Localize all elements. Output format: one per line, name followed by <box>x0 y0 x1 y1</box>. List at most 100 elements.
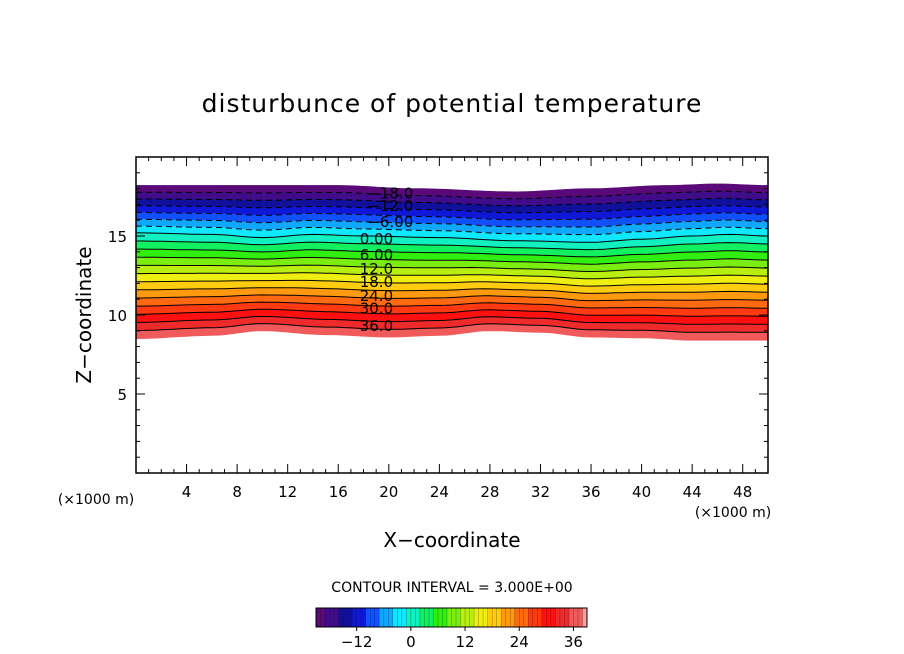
contour-line <box>135 323 769 333</box>
colorbar-cell <box>568 608 574 627</box>
axis-ticks <box>136 157 768 473</box>
colorbar-cell <box>474 608 479 627</box>
colorbar <box>315 608 588 627</box>
x-tick-label: 36 <box>581 483 600 501</box>
x-tick-label: 28 <box>480 483 499 501</box>
colorbar-cell <box>388 608 394 627</box>
colorbar-cell <box>456 608 461 627</box>
contour-line <box>136 272 769 280</box>
colorbar-cell <box>374 608 380 627</box>
colorbar-cell <box>537 608 543 627</box>
colorbar-cell <box>379 608 385 627</box>
colorbar-cell <box>325 608 330 627</box>
colorbar-cell <box>577 608 583 627</box>
colorbar-cell <box>428 608 434 627</box>
contour-line <box>136 287 769 294</box>
colorbar-cell <box>356 608 362 627</box>
colorbar-cell <box>442 608 448 627</box>
contour-line <box>136 301 768 309</box>
contour-line <box>136 294 769 302</box>
colorbar-cell <box>582 608 588 627</box>
colorbar-cell <box>410 608 416 627</box>
y-axis-unit: (×1000 m) <box>58 492 134 508</box>
x-tick-label: 24 <box>430 483 449 501</box>
colorbar-cell <box>546 608 552 627</box>
colorbar-cell <box>573 608 579 627</box>
colorbar-cell <box>501 608 506 627</box>
y-tick-labels: 5 10 15 <box>108 228 127 404</box>
contour-label-layer: −18.0−12.0−6.000.006.0012.018.024.030.03… <box>360 184 414 335</box>
colorbar-cell <box>550 608 556 627</box>
x-tick-label: 12 <box>278 483 297 501</box>
colorbar-cell <box>469 608 475 627</box>
contour-line <box>136 279 768 287</box>
colorbar-cell <box>415 608 421 627</box>
colorbar-cell <box>419 608 425 627</box>
x-axis-label: X−coordinate <box>383 528 520 552</box>
contour-line <box>135 232 769 243</box>
colorbar-cell <box>451 608 457 627</box>
y-axis-label: Z−coordinate <box>72 246 96 383</box>
contour-line <box>136 316 768 325</box>
x-tick-label: 4 <box>182 483 192 501</box>
contour-line <box>136 218 769 228</box>
contour-line <box>136 240 769 251</box>
chart-title: disturbunce of potential temperature <box>202 89 703 118</box>
contour-line-layer <box>135 190 769 333</box>
colorbar-cell <box>361 608 366 627</box>
colorbar-cell <box>523 608 529 627</box>
contour-label: 30.0 <box>360 300 393 318</box>
colorbar-cell <box>487 608 493 627</box>
contour-label: 36.0 <box>360 317 393 335</box>
contour-label: 0.00 <box>360 230 393 248</box>
x-tick-label: 40 <box>632 483 651 501</box>
x-tick-label: 16 <box>329 483 348 501</box>
colorbar-cell <box>437 608 443 627</box>
colorbar-cell <box>564 608 570 627</box>
x-tick-label: 32 <box>531 483 550 501</box>
colorbar-cell <box>397 608 403 627</box>
colorbar-cell <box>555 608 561 627</box>
colorbar-tick-labels: −12 0 12 24 36 <box>341 633 583 651</box>
contour-line <box>136 212 769 221</box>
colorbar-cell <box>401 608 407 627</box>
contour-label: −6.00 <box>367 213 413 231</box>
y-tick-label: 5 <box>117 386 127 404</box>
colorbar-cell <box>519 608 525 627</box>
colorbar-cell <box>343 608 348 627</box>
colorbar-cell <box>370 608 376 627</box>
colorbar-cell <box>334 608 339 627</box>
x-tick-label: 48 <box>733 483 752 501</box>
x-tick-label: 20 <box>379 483 398 501</box>
contour-line <box>135 308 768 317</box>
contour-line <box>136 190 769 200</box>
contour-label: 18.0 <box>360 273 393 291</box>
colorbar-cell <box>510 608 516 627</box>
colorbar-tick-label: 24 <box>510 633 529 651</box>
x-axis-unit: (×1000 m) <box>695 505 771 521</box>
colorbar-cell <box>514 608 520 627</box>
colorbar-cell <box>392 608 398 627</box>
colorbar-cell <box>528 608 534 627</box>
colorbar-cell <box>483 608 488 627</box>
x-tick-label: 44 <box>683 483 702 501</box>
colorbar-cell <box>446 608 452 627</box>
colorbar-cell <box>478 608 484 627</box>
colorbar-cell <box>559 608 565 627</box>
contour-label: −18.0 <box>367 184 413 202</box>
contour-label: −12.0 <box>367 197 413 215</box>
colorbar-cell <box>329 608 335 627</box>
colorbar-cell <box>383 608 389 627</box>
contour-line <box>136 248 769 258</box>
colorbar-cell <box>347 608 353 627</box>
contour-label: 24.0 <box>360 287 393 305</box>
colorbar-tick-label: 12 <box>456 633 475 651</box>
contour-interval-text: CONTOUR INTERVAL = 3.000E+00 <box>331 580 572 596</box>
colorbar-frame <box>315 607 588 628</box>
colorbar-cell <box>492 608 497 627</box>
colorbar-cell <box>532 608 538 627</box>
colorbar-cell <box>424 608 430 627</box>
colorbar-cell <box>465 608 470 627</box>
colorbar-cell <box>496 608 502 627</box>
